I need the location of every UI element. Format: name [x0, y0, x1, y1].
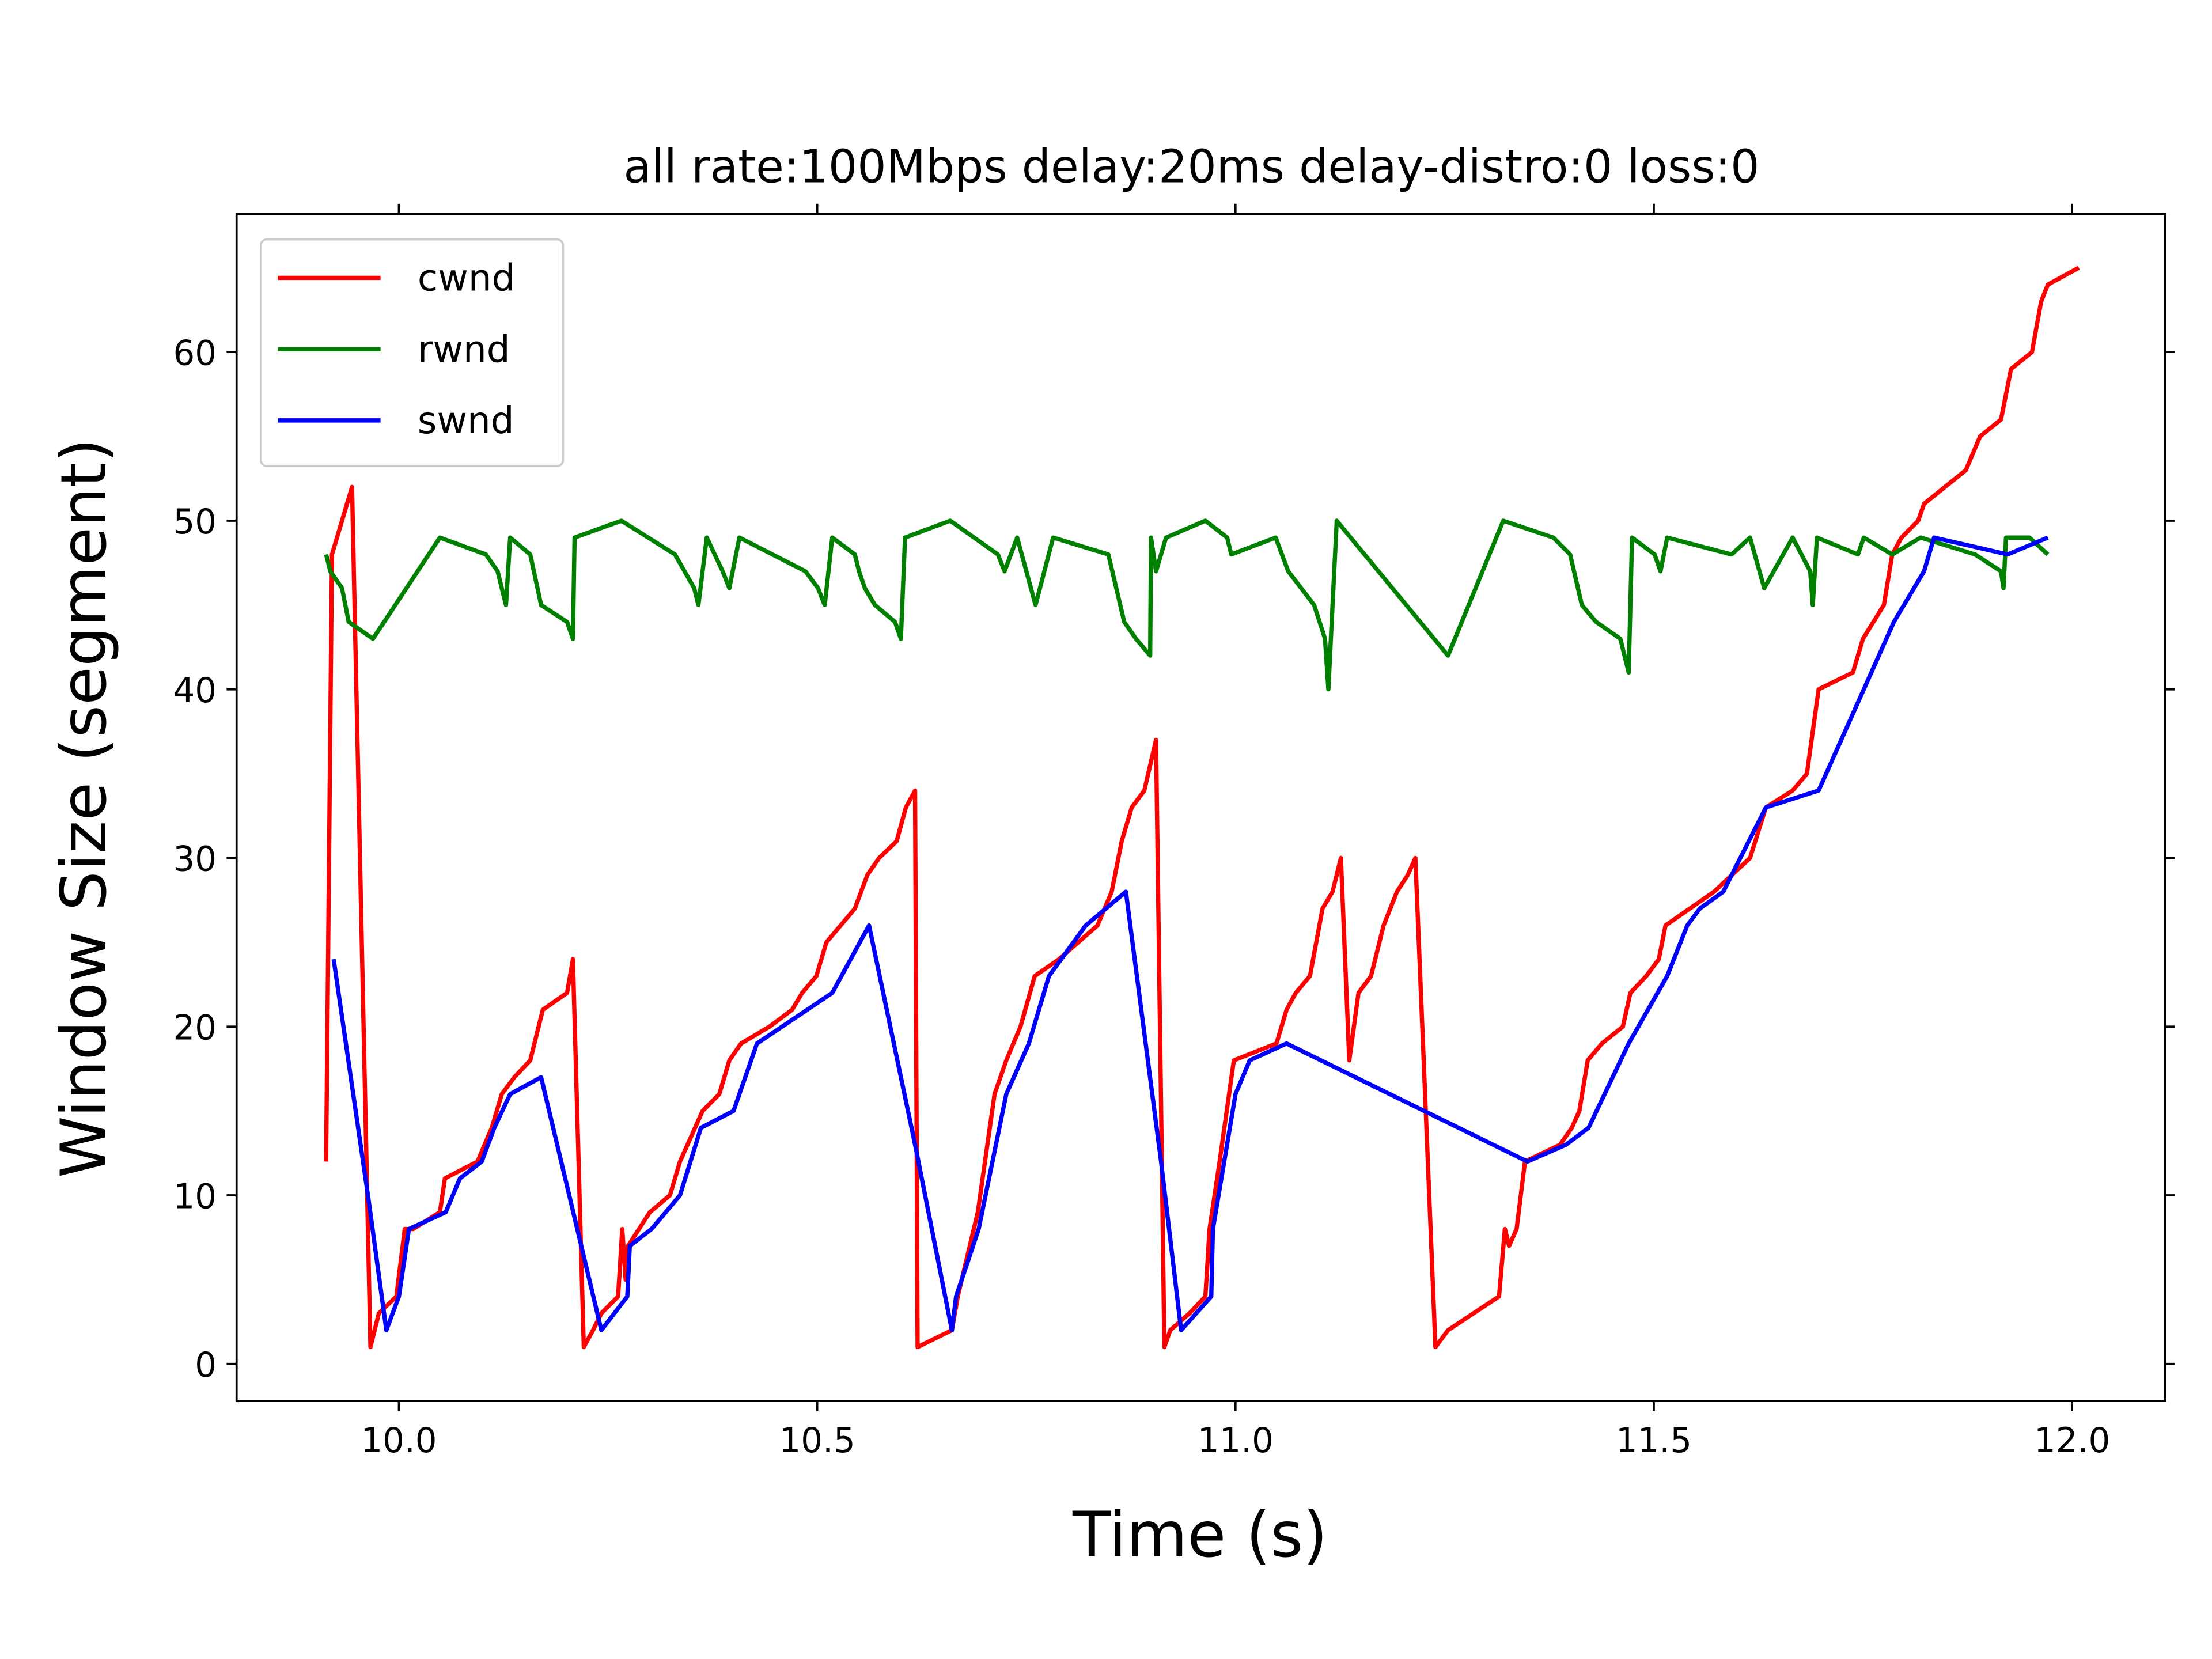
y-tick-label: 0 — [195, 1346, 217, 1385]
y-tick-label: 10 — [173, 1177, 217, 1217]
plot-frame — [235, 213, 2166, 1403]
x-tick-label: 12.0 — [2034, 1421, 2110, 1461]
legend-label: rwnd — [418, 328, 510, 371]
legend-box — [259, 238, 565, 467]
line-swnd — [331, 535, 2049, 1332]
y-axis-label: Window Size (segment) — [47, 438, 120, 1178]
x-tick-label: 10.0 — [361, 1421, 437, 1461]
legend-label: cwnd — [418, 257, 516, 300]
y-tick-label: 20 — [173, 1009, 217, 1048]
x-tick-label: 10.5 — [779, 1421, 855, 1461]
y-tick-label: 40 — [173, 671, 217, 711]
y-tick-label: 50 — [173, 502, 217, 542]
x-axis-label: Time (s) — [1072, 1498, 1328, 1571]
line-rwnd — [324, 518, 2050, 692]
legend-label: swnd — [418, 399, 514, 442]
y-tick-label: 60 — [173, 334, 217, 373]
line-cwnd — [324, 266, 2080, 1350]
chart-title: all rate:100Mbps delay:20ms delay-distro… — [623, 141, 1759, 194]
y-tick-label: 30 — [173, 840, 217, 880]
x-tick-label: 11.0 — [1198, 1421, 1274, 1461]
x-tick-label: 11.5 — [1616, 1421, 1692, 1461]
